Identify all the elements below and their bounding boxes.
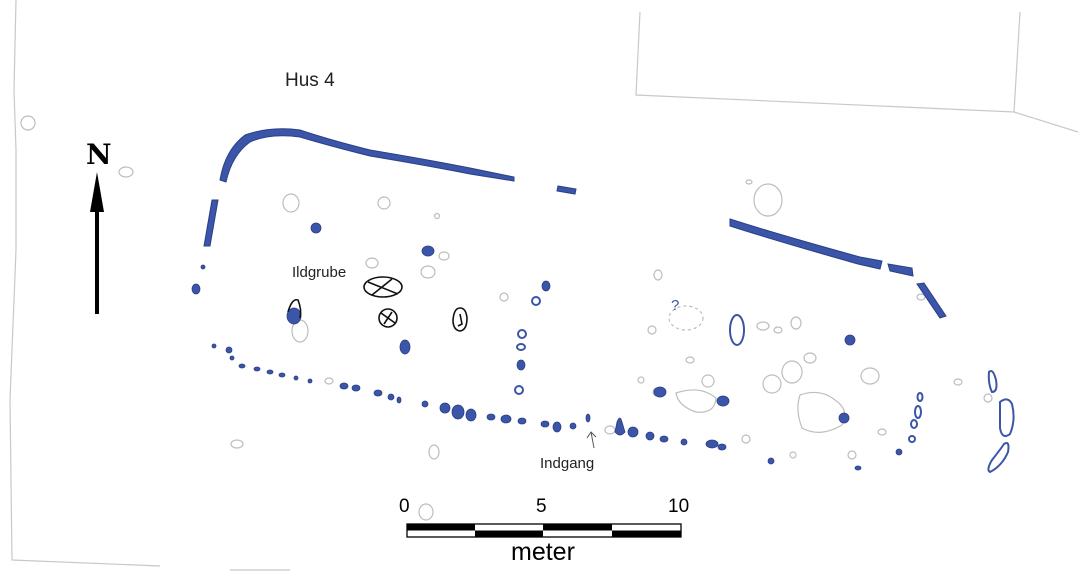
uncertain-feature-label: ? [671,297,680,314]
house-wall-ditches [203,128,947,319]
scale-tick-10: 10 [668,496,690,517]
pit-3 [452,307,468,332]
scale-unit: meter [511,538,575,566]
north-arrow [90,172,104,314]
scale-tick-0: 0 [399,496,410,517]
pit-2 [378,308,398,328]
house-post-hole-outlines [514,296,1015,474]
fire-pit-features [287,276,468,332]
fire-pit [363,276,403,298]
map-title: Hus 4 [285,70,335,91]
entrance-label: Indgang [540,455,595,472]
scale-bar [406,523,682,538]
other-features [20,115,993,521]
house-post-holes [191,222,903,471]
fire-pit-label: Ildgrube [292,264,347,281]
entrance-pointer [586,431,597,449]
north-label: N [86,138,112,171]
excavation-boundary [9,0,1078,571]
pit-4 [287,298,302,319]
scale-tick-5: 5 [536,496,547,517]
